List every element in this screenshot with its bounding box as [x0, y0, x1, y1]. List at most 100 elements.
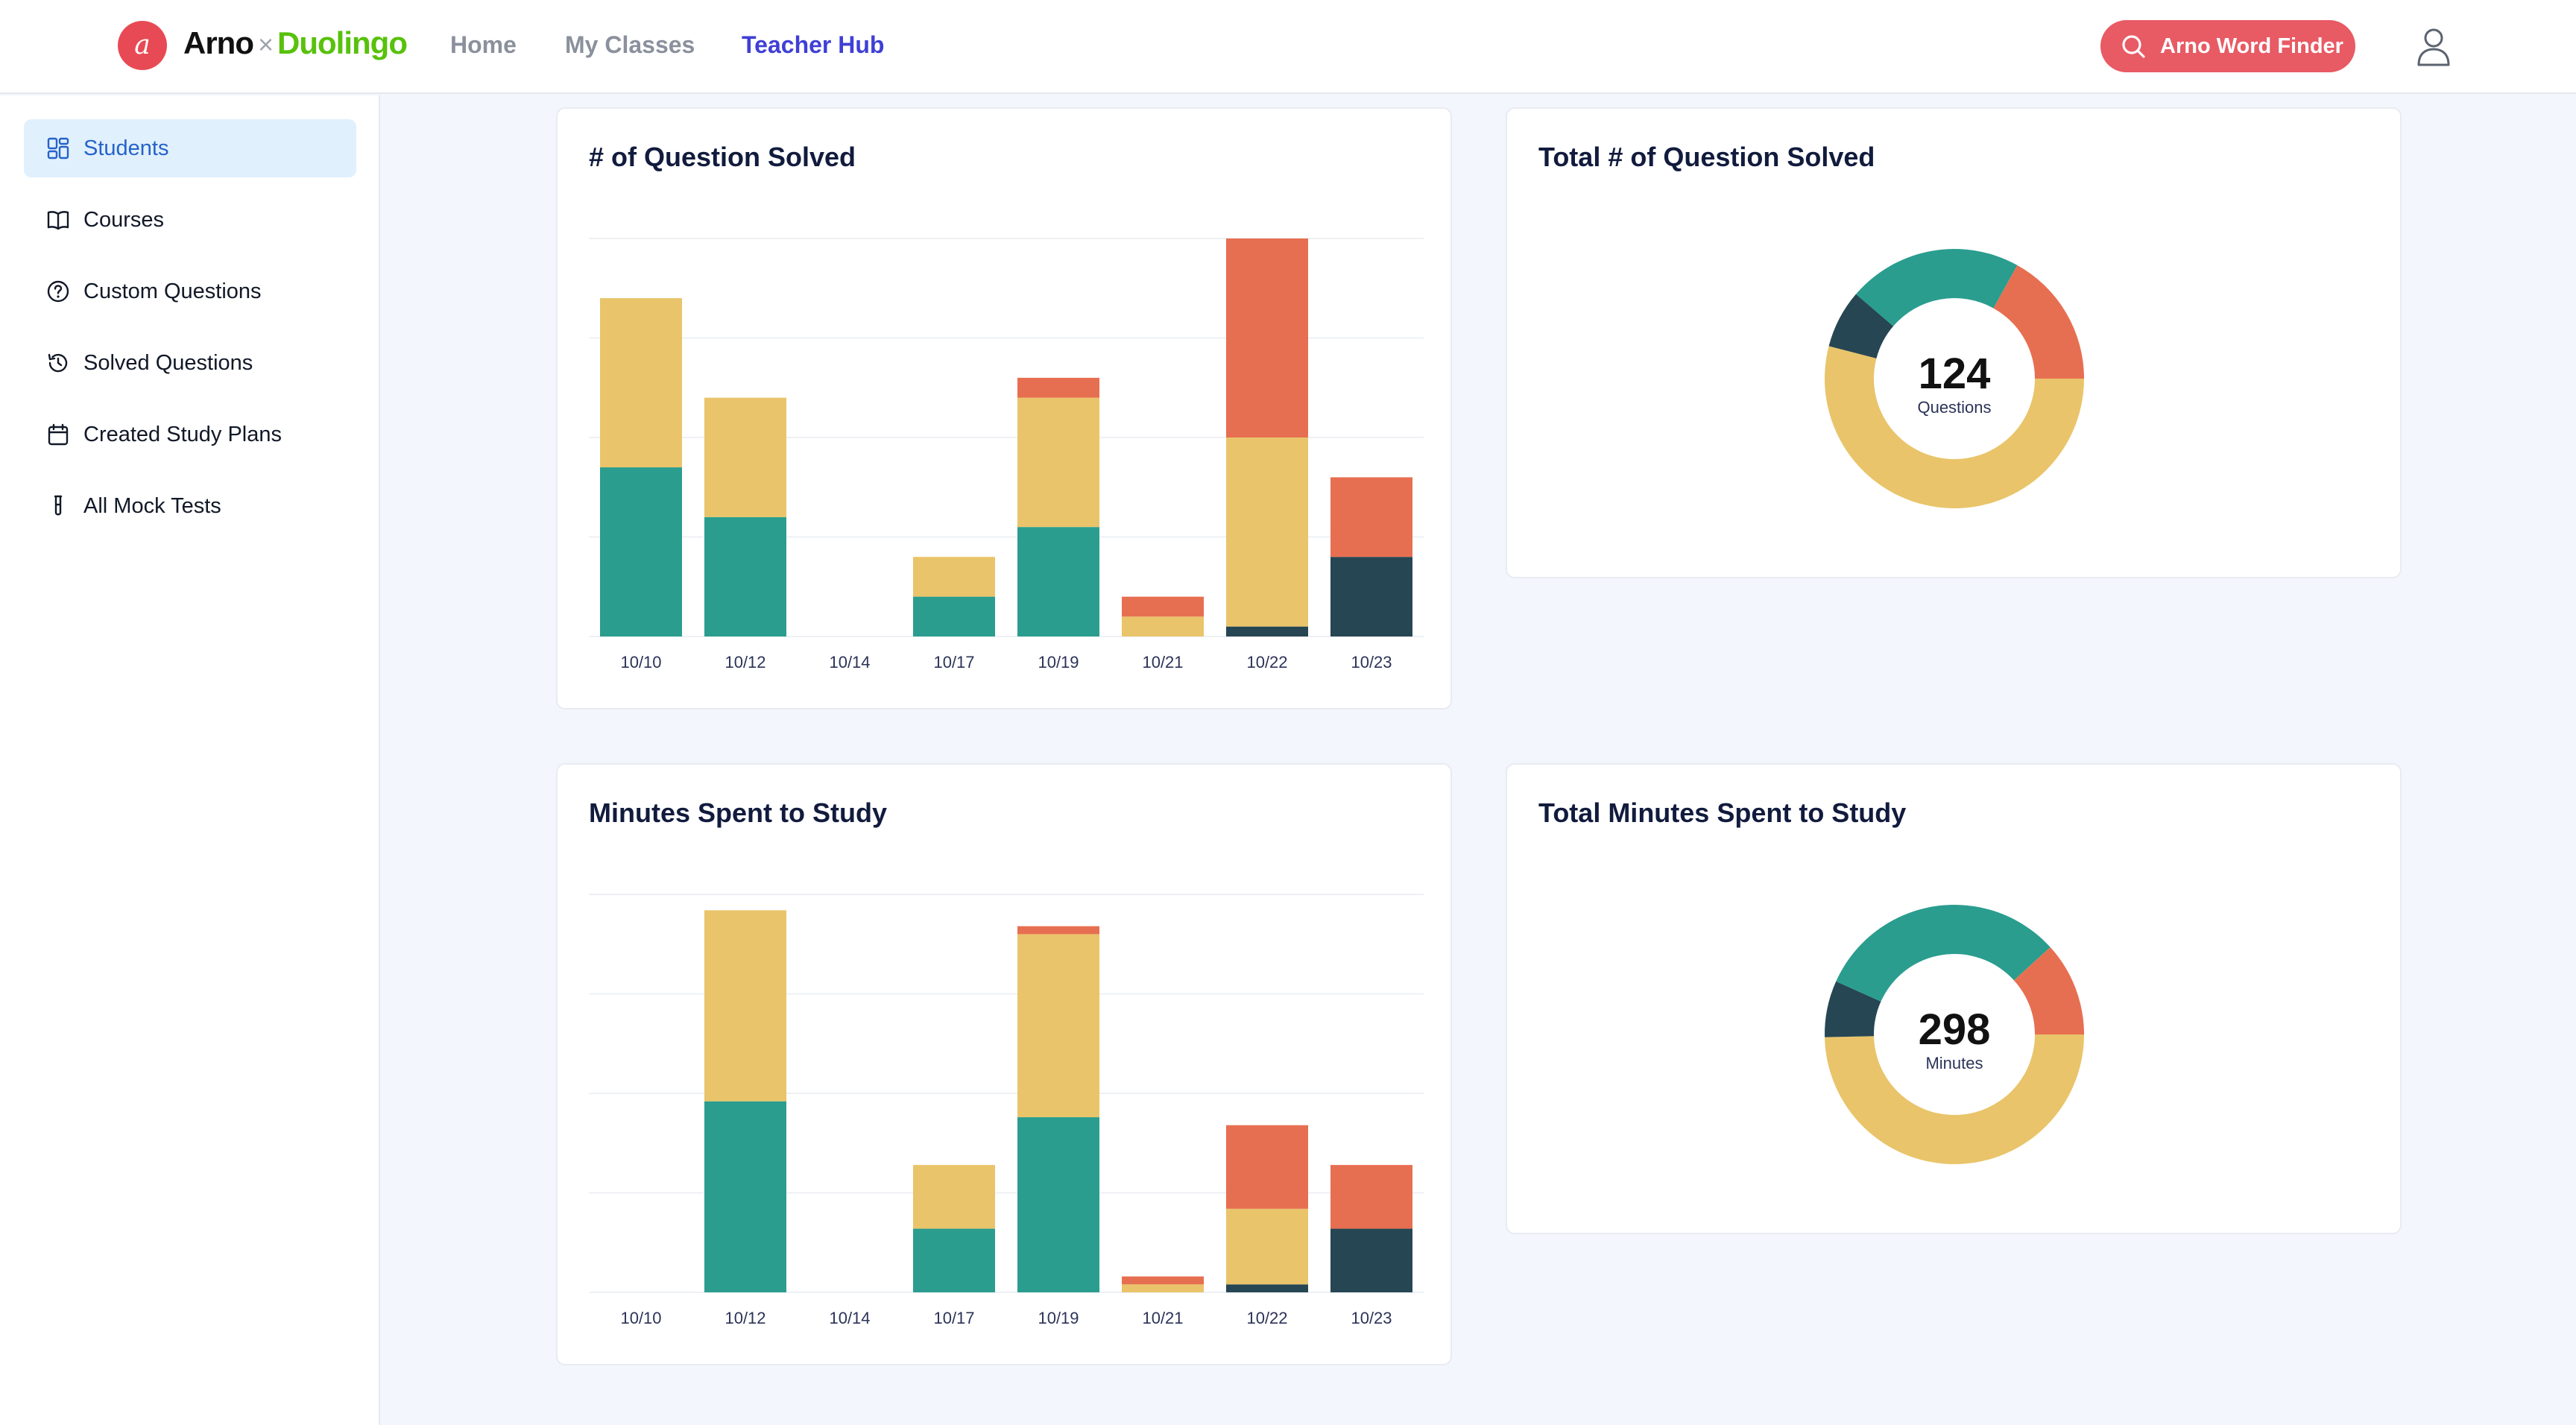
sidebar-item-label: All Mock Tests — [83, 494, 221, 518]
bar-segment-10-17-s0 — [913, 596, 995, 636]
book-icon — [47, 211, 69, 230]
bar-segment-10-12-s2 — [704, 910, 786, 1102]
bar-segment-10-17-s2 — [913, 1165, 995, 1229]
card-title: Minutes Spent to Study — [589, 797, 887, 828]
x-tick-label: 10/10 — [620, 653, 661, 672]
donut-center-unit: Minutes — [1925, 1054, 1983, 1072]
sidebar-item-label: Students — [83, 136, 169, 160]
bar-segment-10-22-s2 — [1226, 437, 1308, 627]
bar-segment-10-19-s2 — [1017, 934, 1099, 1118]
bar-segment-10-12-s0 — [704, 516, 786, 636]
nav-home[interactable]: Home — [450, 31, 517, 58]
donut-slice-0 — [1825, 346, 2084, 508]
bar-segment-10-22-s3 — [1226, 1125, 1308, 1209]
brand-arno: Arno — [183, 25, 254, 60]
sidebar-item-label: Courses — [83, 208, 164, 232]
x-tick-label: 10/12 — [724, 1309, 765, 1327]
test-tube-icon — [54, 495, 63, 516]
sidebar-item-label: Custom Questions — [83, 279, 262, 303]
bar-segment-10-19-s0 — [1017, 1117, 1099, 1292]
donut-slice-1 — [1825, 981, 1881, 1037]
donut-slice-0 — [1825, 1034, 2084, 1165]
bar-segment-10-17-s0 — [913, 1228, 995, 1292]
x-tick-label: 10/22 — [1246, 653, 1287, 672]
x-tick-label: 10/19 — [1038, 1309, 1079, 1327]
donut-center-value: 124 — [1918, 350, 1991, 398]
nav-my-classes[interactable]: My Classes — [565, 31, 695, 58]
questions-solved-card: # of Question Solved 10/10 10/12 10/14 10/1… — [556, 107, 1452, 710]
user-icon[interactable] — [2415, 27, 2452, 67]
x-tick-label: 10/17 — [933, 653, 974, 672]
donut-center-value: 298 — [1918, 1005, 1991, 1054]
logo-glyph: a — [134, 30, 151, 60]
bar-segment-10-19-s3 — [1017, 377, 1099, 398]
bar-segment-10-12-s0 — [704, 1101, 786, 1292]
arno-logo-icon[interactable]: a — [118, 21, 167, 70]
x-tick-label: 10/12 — [724, 653, 765, 672]
x-tick-label: 10/14 — [829, 653, 870, 672]
nav-teacher-hub[interactable]: Teacher Hub — [742, 31, 885, 58]
x-tick-label: 10/17 — [933, 1309, 974, 1327]
bar-segment-10-21-s2 — [1122, 616, 1204, 636]
sidebar: Students Courses Custom Questions Solved… — [0, 95, 380, 1425]
x-tick-label: 10/21 — [1142, 653, 1183, 672]
sidebar-item-solved-questions[interactable]: Solved Questions — [24, 334, 356, 392]
top-bar: a Arno × Duolingo Home My Classes Teacher … — [0, 0, 2576, 94]
donut-center-unit: Questions — [1917, 398, 1992, 417]
sidebar-item-label: Solved Questions — [83, 351, 253, 375]
donut-slice-3 — [1993, 265, 2084, 379]
brand-partner: Duolingo — [277, 25, 408, 60]
search-icon — [2122, 35, 2145, 58]
donut-slice-2 — [1836, 905, 2051, 1002]
sidebar-item-label: Created Study Plans — [83, 423, 282, 446]
finder-label: Arno Word Finder — [2160, 34, 2343, 58]
donut-slice-2 — [1855, 248, 2018, 326]
questions-solved-bar-chart: 10/10 10/12 10/14 10/17 10/19 10/21 10/22 10/23 — [589, 238, 1424, 672]
bar-segment-10-21-s3 — [1122, 596, 1204, 617]
bar-segment-10-19-s3 — [1017, 926, 1099, 935]
bar-segment-10-23-s1 — [1330, 557, 1412, 636]
bar-segment-10-22-s1 — [1226, 1284, 1308, 1292]
card-title: Total Minutes Spent to Study — [1538, 797, 1907, 828]
x-tick-label: 10/23 — [1351, 653, 1392, 672]
sidebar-item-all-mock-tests[interactable]: All Mock Tests — [24, 477, 356, 535]
bar-segment-10-21-s2 — [1122, 1284, 1204, 1292]
bar-segment-10-23-s3 — [1330, 477, 1412, 557]
bar-segment-10-23-s3 — [1330, 1165, 1412, 1229]
total-minutes-card: Total Minutes Spent to Study 298 Minutes — [1506, 763, 2402, 1234]
bar-segment-10-22-s2 — [1226, 1208, 1308, 1285]
bar-segment-10-19-s0 — [1017, 527, 1099, 636]
bar-segment-10-19-s2 — [1017, 397, 1099, 528]
sidebar-item-custom-questions[interactable]: Custom Questions — [24, 262, 356, 320]
sidebar-item-created-study-plans[interactable]: Created Study Plans — [24, 405, 356, 464]
card-title: # of Question Solved — [589, 142, 856, 172]
question-circle-icon — [47, 280, 69, 303]
arno-word-finder-button[interactable]: Arno Word Finder — [2100, 20, 2355, 72]
minutes-spent-card: Minutes Spent to Study 10/10 10/12 10/14 10… — [556, 763, 1452, 1365]
bar-segment-10-10-s2 — [600, 298, 682, 468]
minutes-spent-bar-chart: 10/10 10/12 10/14 10/17 10/19 10/21 10/22 10/23 — [589, 894, 1424, 1327]
bar-segment-10-22-s1 — [1226, 626, 1308, 636]
brand-wordmark[interactable]: Arno × Duolingo — [183, 25, 408, 61]
bar-segment-10-12-s2 — [704, 397, 786, 517]
bar-segment-10-22-s3 — [1226, 238, 1308, 437]
donut-slice-3 — [2013, 947, 2084, 1034]
sidebar-item-courses[interactable]: Courses — [24, 191, 356, 249]
history-icon — [48, 353, 68, 373]
bar-segment-10-23-s1 — [1330, 1228, 1412, 1292]
card-title: Total # of Question Solved — [1538, 142, 1875, 172]
total-minutes-donut-chart — [1825, 905, 2084, 1165]
donut-slice-1 — [1828, 294, 1894, 358]
x-tick-label: 10/14 — [829, 1309, 870, 1327]
total-questions-donut-chart — [1825, 248, 2084, 508]
sidebar-item-students[interactable]: Students — [24, 119, 356, 177]
x-tick-label: 10/22 — [1246, 1309, 1287, 1327]
x-tick-label: 10/23 — [1351, 1309, 1392, 1327]
calendar-icon — [48, 423, 69, 446]
bar-segment-10-10-s0 — [600, 467, 682, 636]
bar-segment-10-21-s3 — [1122, 1276, 1204, 1285]
total-questions-card: Total # of Question Solved 124 Questions — [1506, 107, 2402, 578]
bar-segment-10-17-s2 — [913, 557, 995, 597]
dashboard-icon — [47, 137, 69, 159]
x-tick-label: 10/10 — [620, 1309, 661, 1327]
